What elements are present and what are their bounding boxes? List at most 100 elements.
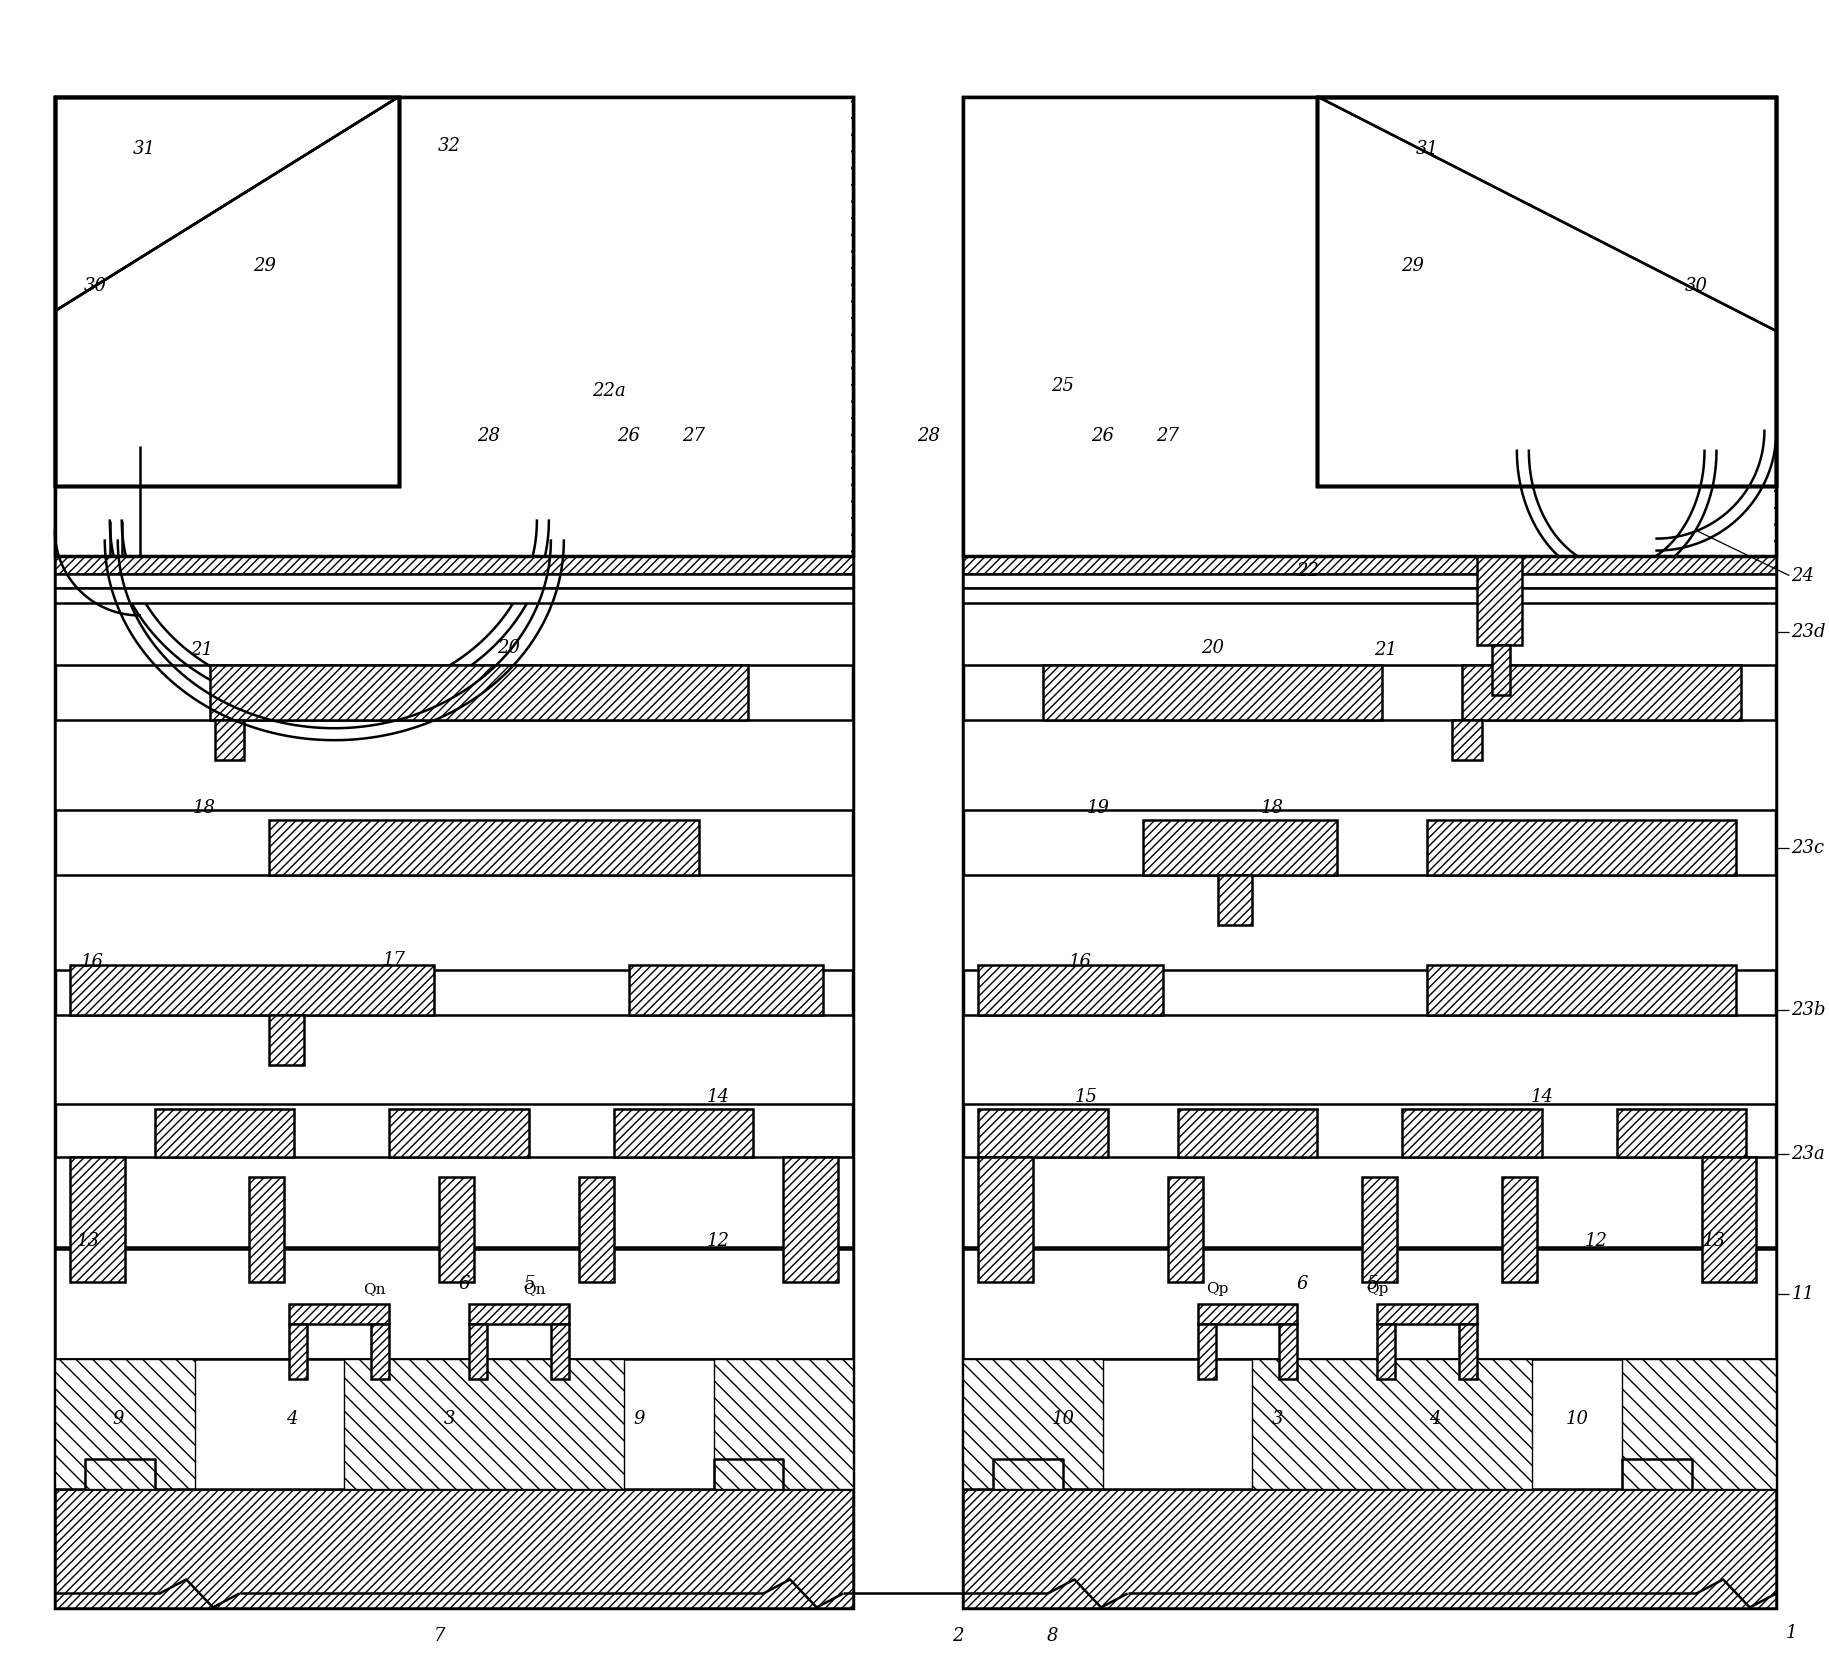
Bar: [1278, 1324, 1297, 1379]
Text: Qp: Qp: [1366, 1282, 1388, 1296]
Bar: [55, 96, 854, 576]
Text: 14: 14: [1531, 1088, 1553, 1107]
Bar: [964, 601, 1776, 665]
Bar: [269, 1015, 304, 1065]
Text: 30: 30: [84, 277, 106, 295]
Text: 9: 9: [112, 1410, 124, 1428]
Text: 4: 4: [285, 1410, 296, 1428]
Text: Qn: Qn: [362, 1282, 386, 1296]
Text: 10: 10: [1566, 1410, 1588, 1428]
Bar: [371, 1324, 390, 1379]
Bar: [578, 1178, 615, 1282]
Text: 23a: 23a: [1791, 1145, 1825, 1163]
Bar: [964, 96, 1776, 556]
Text: 12: 12: [1586, 1233, 1608, 1251]
Text: 26: 26: [1092, 426, 1114, 445]
Bar: [1701, 1158, 1756, 1282]
Text: 5: 5: [1366, 1276, 1377, 1292]
Bar: [1622, 1359, 1776, 1488]
Bar: [1317, 96, 1776, 486]
Text: 7: 7: [433, 1627, 444, 1646]
Text: 9: 9: [633, 1410, 644, 1428]
Bar: [289, 1324, 307, 1379]
Bar: [1427, 966, 1736, 1015]
Text: 4: 4: [1428, 1410, 1441, 1428]
Text: 30: 30: [1685, 277, 1708, 295]
Bar: [344, 1359, 624, 1488]
Bar: [55, 96, 399, 486]
Text: 16: 16: [80, 952, 102, 971]
Bar: [55, 1158, 854, 1248]
Bar: [979, 1110, 1108, 1158]
Bar: [55, 720, 854, 810]
Bar: [55, 1359, 194, 1488]
Text: 21: 21: [1374, 642, 1397, 659]
Bar: [1427, 820, 1736, 874]
Bar: [964, 96, 1776, 1609]
Bar: [964, 874, 1776, 971]
Text: 18: 18: [194, 800, 216, 816]
Bar: [964, 1359, 1776, 1488]
Bar: [55, 96, 399, 486]
Text: 23c: 23c: [1791, 839, 1825, 858]
Bar: [1317, 96, 1776, 486]
Bar: [214, 720, 245, 760]
Bar: [1452, 720, 1481, 760]
Text: 27: 27: [1156, 426, 1180, 445]
Bar: [1043, 665, 1383, 720]
Bar: [1478, 556, 1522, 645]
Bar: [964, 1158, 1776, 1248]
Bar: [55, 874, 854, 971]
Bar: [1363, 1178, 1397, 1282]
Bar: [289, 1304, 390, 1324]
Bar: [55, 556, 854, 574]
Bar: [55, 96, 399, 486]
Bar: [55, 1015, 854, 1105]
Text: 13: 13: [77, 1233, 99, 1251]
Bar: [1198, 1324, 1216, 1379]
Text: 32: 32: [437, 138, 461, 156]
Text: 28: 28: [477, 426, 501, 445]
Text: 17: 17: [382, 951, 406, 969]
Bar: [55, 1359, 854, 1488]
Bar: [1253, 1359, 1533, 1488]
Bar: [615, 1110, 754, 1158]
Text: 11: 11: [1791, 1286, 1814, 1302]
Bar: [1492, 645, 1511, 695]
Bar: [629, 966, 823, 1015]
Bar: [55, 589, 854, 604]
Text: 3: 3: [443, 1410, 455, 1428]
Text: 24: 24: [1791, 566, 1814, 584]
Text: 23d: 23d: [1791, 624, 1825, 642]
Text: 20: 20: [1202, 639, 1224, 657]
Text: 8: 8: [1046, 1627, 1059, 1646]
Bar: [468, 1324, 487, 1379]
Bar: [966, 98, 1774, 554]
Text: 25: 25: [1052, 377, 1074, 395]
Text: 22a: 22a: [593, 382, 626, 400]
Bar: [964, 589, 1776, 604]
Text: 26: 26: [616, 426, 640, 445]
Text: 31: 31: [134, 141, 155, 158]
Bar: [1377, 1324, 1396, 1379]
Text: 5: 5: [523, 1276, 534, 1292]
Text: 13: 13: [1703, 1233, 1727, 1251]
Bar: [249, 1178, 285, 1282]
Text: 16: 16: [1068, 952, 1092, 971]
Bar: [551, 1324, 569, 1379]
Text: 14: 14: [708, 1088, 730, 1107]
Bar: [55, 1249, 854, 1359]
Bar: [783, 1158, 838, 1282]
Bar: [155, 1110, 294, 1158]
Bar: [57, 98, 850, 554]
Bar: [55, 1488, 854, 1609]
Bar: [55, 574, 854, 589]
Bar: [1143, 820, 1337, 874]
Text: 6: 6: [459, 1276, 470, 1292]
Bar: [1218, 874, 1253, 924]
Text: 18: 18: [1260, 800, 1284, 816]
Bar: [269, 820, 699, 874]
Bar: [1460, 1324, 1478, 1379]
Bar: [55, 96, 854, 1609]
Bar: [964, 556, 1776, 574]
